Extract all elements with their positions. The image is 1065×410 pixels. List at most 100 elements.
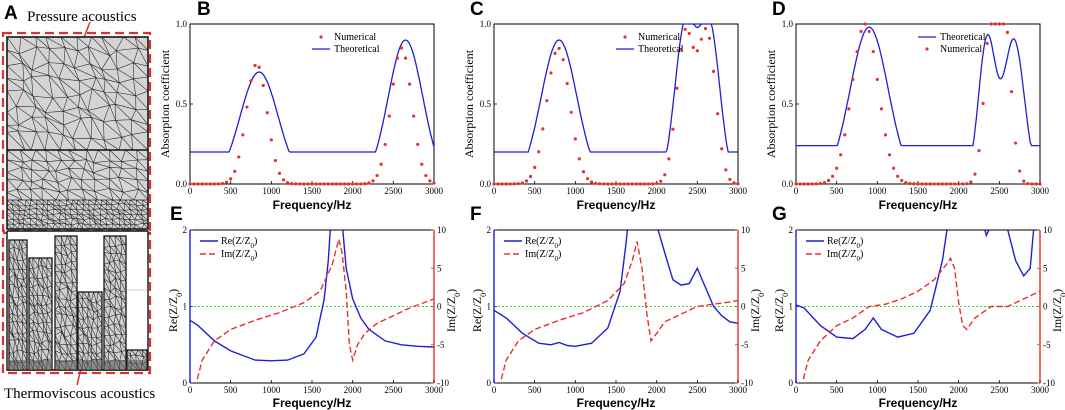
x-tick-label: 2500 [384, 385, 403, 395]
numerical-point [269, 138, 273, 142]
x-axis-label: Frequency/Hz [273, 396, 352, 410]
y-right-tick-label: 5 [741, 263, 746, 273]
numerical-point [334, 182, 338, 186]
numerical-point [655, 181, 659, 185]
numerical-point [940, 182, 945, 186]
numerical-point [802, 182, 806, 186]
numerical-point [973, 172, 977, 176]
y-left-tick-label: 0 [487, 378, 492, 388]
numerical-point [504, 182, 508, 186]
label-part: Im(Z/Z [444, 297, 458, 332]
im-series-line [802, 256, 1040, 380]
numerical-point [630, 182, 634, 186]
y-left-tick-label: 2 [789, 225, 794, 235]
x-axis-label: Frequency/Hz [273, 198, 352, 212]
label-subscript: 0 [781, 293, 790, 297]
numerical-point [1022, 179, 1026, 183]
chart-d: D 0 500 1000 1500 2000 2500 3000 0.0 0.5 1.0 Freque… [764, 0, 1050, 212]
numerical-point [1014, 141, 1018, 145]
numerical-point [839, 153, 843, 157]
re-series-line [190, 230, 331, 362]
numerical-point [371, 179, 375, 183]
y-left-tick-label: 2 [183, 225, 188, 235]
numerical-point [892, 166, 896, 170]
numerical-point [403, 56, 408, 60]
numerical-point [957, 182, 961, 186]
numerical-point [326, 182, 330, 186]
resonator-fine-mesh [55, 360, 77, 370]
legend-im-label: Im(Z/Z0) [221, 249, 257, 263]
legend-label-theoretical: Theoretical [334, 44, 380, 55]
numerical-point [659, 179, 663, 183]
numerical-point [573, 137, 577, 141]
numerical-point [961, 182, 965, 186]
numerical-point [826, 178, 831, 183]
numerical-point [997, 22, 1001, 26]
numerical-point [367, 181, 371, 185]
legend-im-label: Im(Z/Z0) [827, 249, 863, 263]
legend-numerical-marker [319, 35, 323, 39]
numerical-point [618, 182, 622, 186]
numerical-point [679, 47, 683, 51]
numerical-point [330, 182, 334, 186]
legend-part: ) [254, 236, 257, 247]
legend-re-label: Re(Z/Z0) [827, 236, 863, 250]
legend-part: ) [860, 236, 863, 247]
legend-label-numerical: Numerical [940, 44, 982, 55]
label-subscript: 0 [1059, 293, 1065, 297]
numerical-point [347, 182, 351, 186]
label-subscript: 0 [453, 293, 462, 297]
label-part: Im(Z/Z [748, 297, 762, 332]
numerical-point [883, 133, 888, 137]
numerical-point [642, 182, 647, 186]
re-series-line [1007, 230, 1035, 278]
numerical-point [338, 182, 343, 186]
legend-label-theoretical: Theoretical [638, 44, 684, 55]
y-right-tick-label: 0 [741, 302, 746, 312]
x-tick-label: 500 [830, 186, 844, 196]
y-tick-label: 1.0 [782, 19, 794, 29]
numerical-point [541, 127, 545, 131]
numerical-point [204, 182, 208, 186]
label-subscript: 0 [175, 293, 184, 297]
numerical-point [598, 182, 602, 186]
y-right-tick-label: -10 [437, 378, 449, 388]
numerical-point [936, 182, 940, 186]
numerical-point [948, 182, 953, 186]
numerical-point [724, 168, 728, 172]
numerical-point [732, 181, 736, 185]
numerical-point [569, 110, 573, 114]
numerical-point [253, 63, 257, 68]
numerical-point [646, 182, 651, 186]
numerical-point [229, 177, 233, 181]
x-tick-label: 2000 [950, 186, 969, 196]
numerical-point [549, 71, 553, 75]
numerical-point [212, 182, 216, 186]
numerical-point [606, 182, 610, 186]
numerical-point [671, 127, 675, 131]
numerical-point [281, 178, 286, 182]
numerical-point [208, 182, 212, 186]
numerical-point [318, 182, 322, 186]
numerical-point [687, 31, 691, 36]
numerical-point [851, 77, 855, 82]
x-tick-label: 3000 [425, 186, 444, 196]
numerical-point [553, 51, 557, 55]
mesh-upper [5, 36, 149, 151]
numerical-point [395, 56, 399, 60]
numerical-point [831, 174, 835, 178]
x-tick-label: 0 [188, 186, 193, 196]
numerical-point [712, 69, 716, 73]
numerical-point [375, 173, 379, 178]
numerical-point [855, 49, 859, 54]
numerical-point [537, 150, 541, 154]
numerical-point [879, 107, 884, 111]
numerical-point [1001, 22, 1006, 26]
numerical-point [875, 77, 879, 82]
numerical-point [196, 182, 200, 186]
numerical-point [651, 182, 655, 186]
numerical-point [707, 36, 712, 40]
numerical-point [545, 99, 549, 103]
numerical-point [298, 182, 302, 186]
